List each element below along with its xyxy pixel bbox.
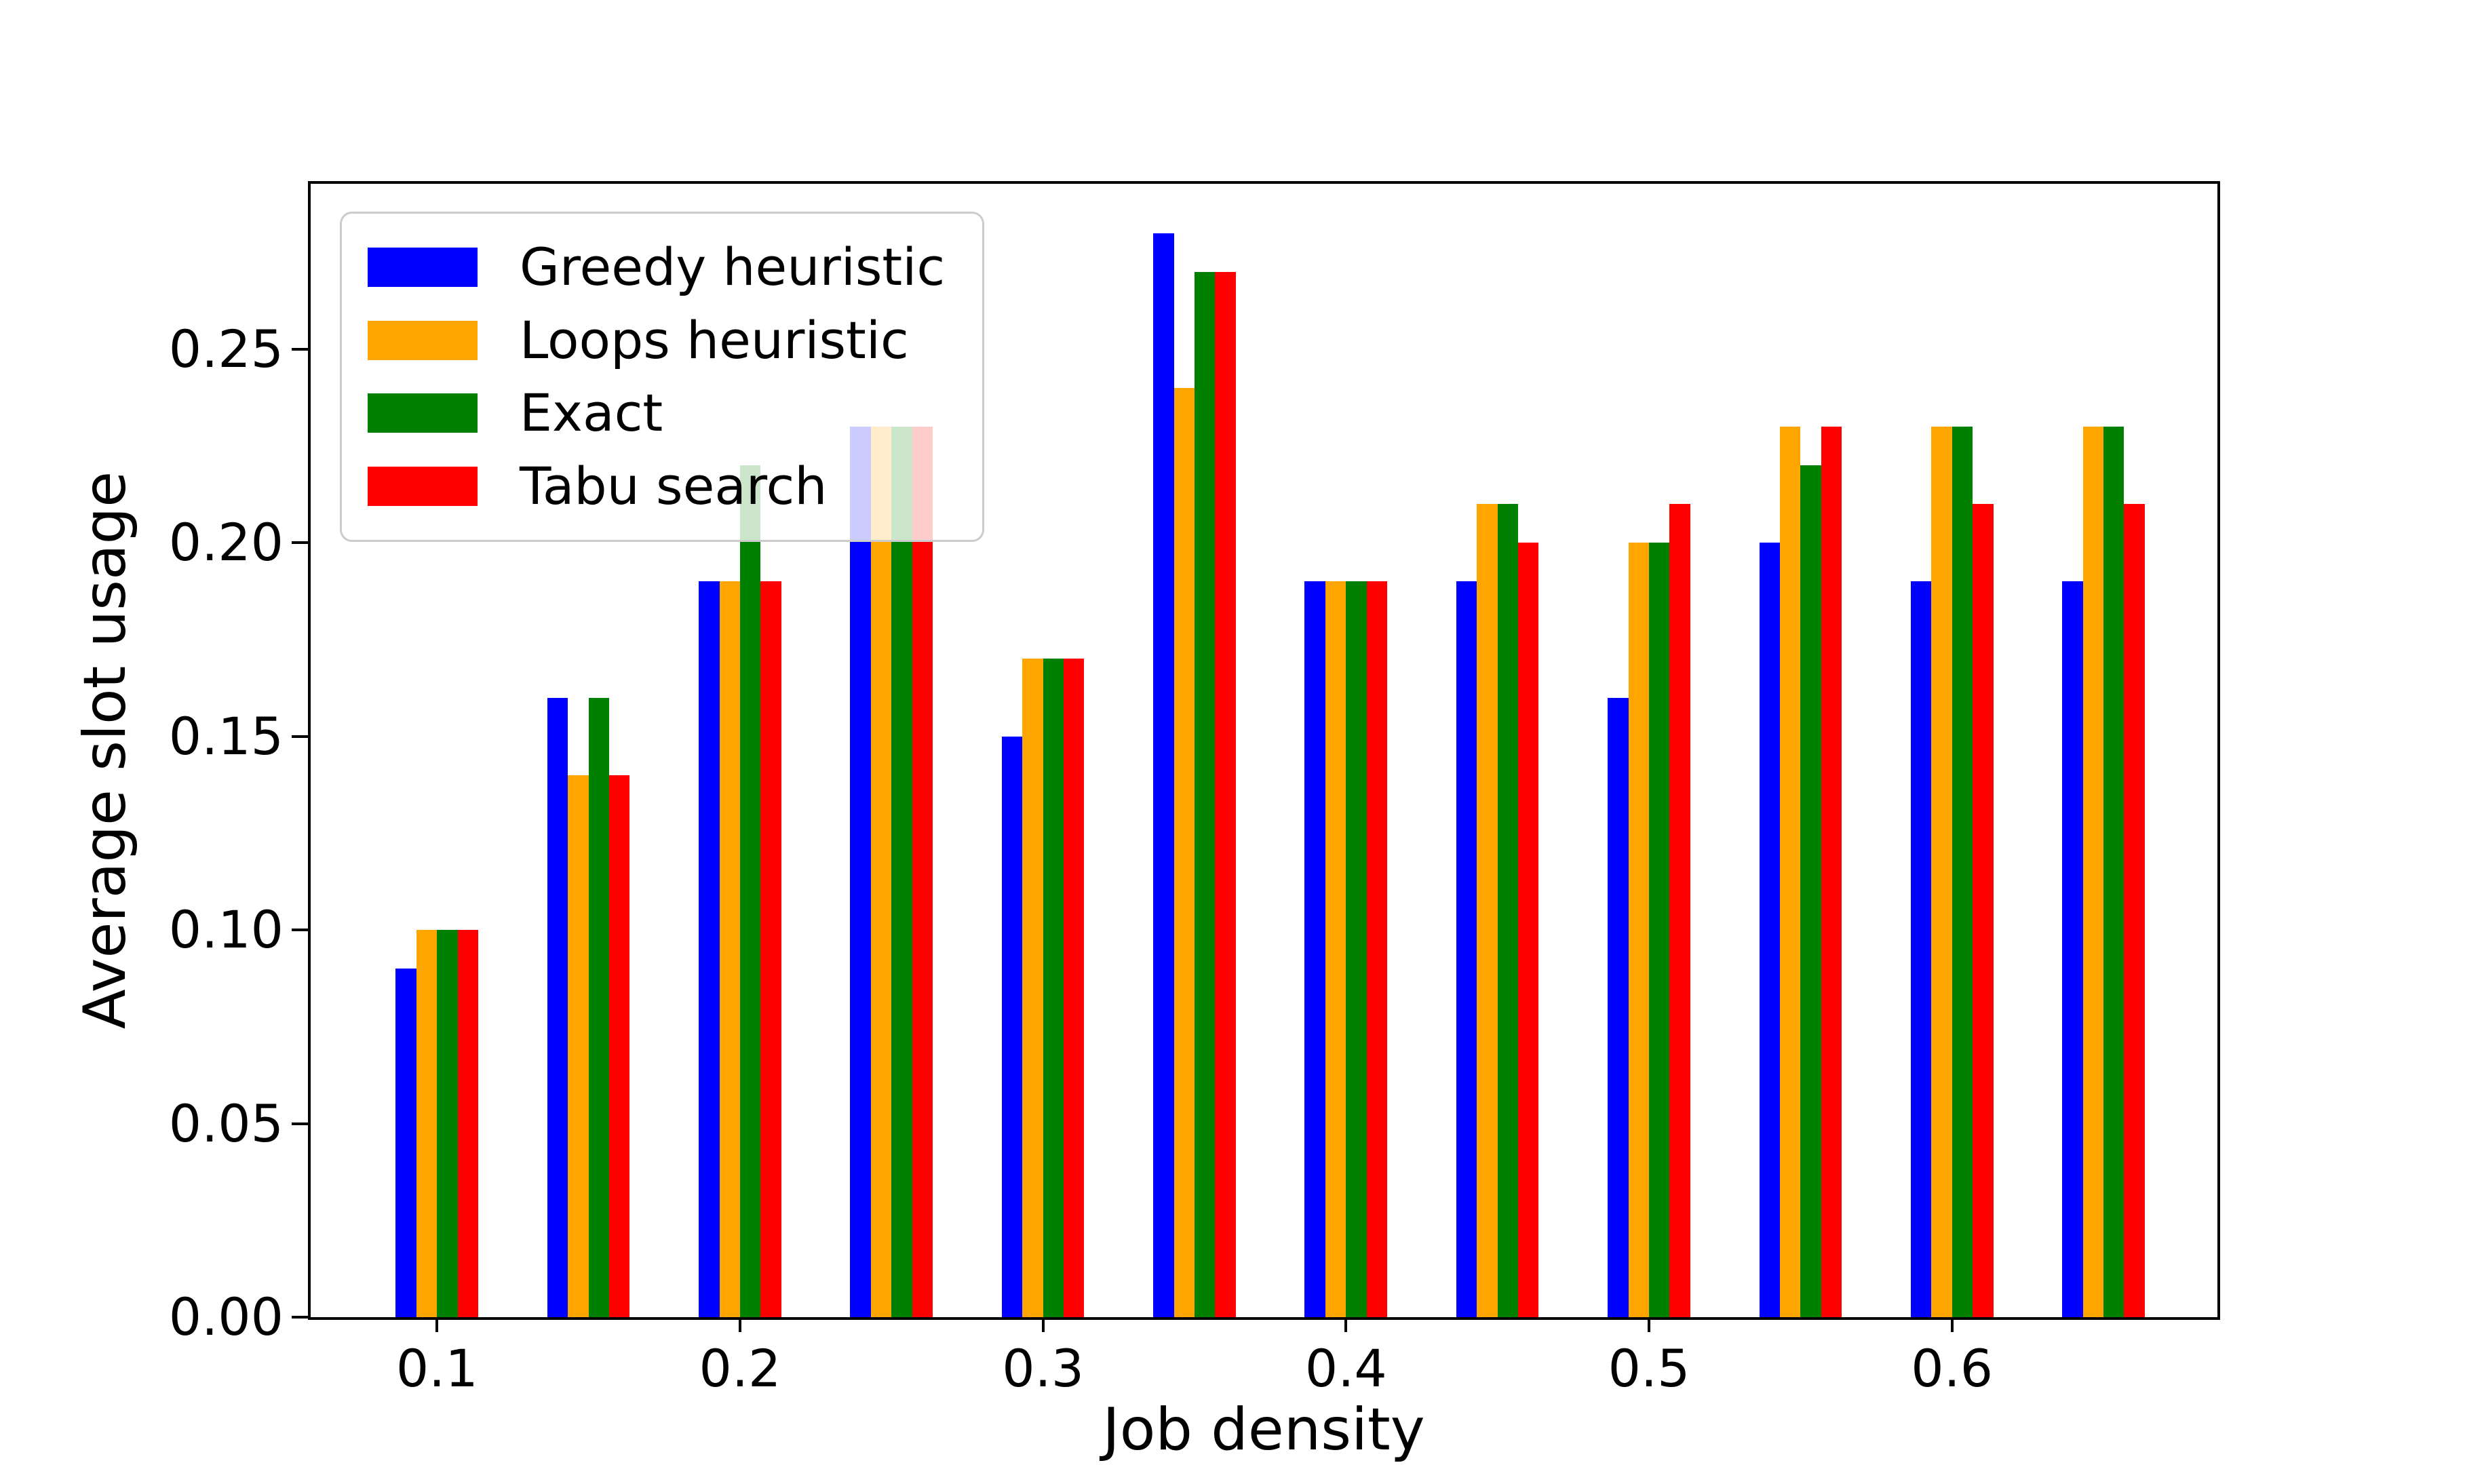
legend-label: Loops heuristic	[520, 309, 909, 370]
x-tick-label: 0.3	[1002, 1338, 1085, 1399]
bar-loops-heuristic	[1173, 387, 1195, 1317]
x-tick-mark	[738, 1317, 741, 1332]
bar-exact	[891, 426, 912, 1317]
bar-tabu-search	[1366, 581, 1388, 1317]
x-tick-label: 0.4	[1304, 1338, 1387, 1399]
x-tick-mark	[1950, 1317, 1954, 1332]
y-tick-mark	[292, 347, 308, 351]
bar-exact	[1649, 543, 1670, 1317]
bar-tabu-search	[457, 930, 479, 1317]
bar-greedy-heuristic	[699, 581, 720, 1317]
legend-label: Greedy heuristic	[520, 237, 946, 298]
bar-greedy-heuristic	[1001, 736, 1023, 1317]
x-tick-label: 0.6	[1911, 1338, 1994, 1399]
bar-tabu-search	[1821, 426, 1842, 1317]
bar-greedy-heuristic	[850, 426, 871, 1317]
x-tick-label: 0.5	[1608, 1338, 1690, 1399]
bar-loops-heuristic	[719, 581, 740, 1317]
bar-exact	[1043, 659, 1064, 1317]
bar-exact	[1952, 426, 1973, 1317]
bar-exact	[2103, 426, 2124, 1317]
x-tick-mark	[1041, 1317, 1045, 1332]
y-tick-label: 0.05	[168, 1093, 284, 1154]
legend-item: Greedy heuristic	[368, 241, 969, 293]
bar-greedy-heuristic	[1153, 233, 1174, 1317]
bar-tabu-search	[2124, 504, 2145, 1317]
legend-item: Tabu search	[368, 455, 969, 516]
bar-tabu-search	[1064, 659, 1085, 1317]
y-tick-mark	[292, 1122, 308, 1125]
bar-loops-heuristic	[416, 930, 438, 1317]
bar-loops-heuristic	[568, 775, 589, 1317]
x-tick-label: 0.1	[395, 1338, 478, 1399]
legend-swatch	[368, 393, 478, 433]
legend: Greedy heuristic Loops heuristic Exact Tabu…	[340, 212, 984, 542]
bar-exact	[588, 697, 610, 1317]
bar-greedy-heuristic	[1759, 543, 1780, 1317]
y-tick-mark	[292, 929, 308, 932]
bar-exact	[1800, 465, 1821, 1317]
bar-tabu-search	[609, 775, 630, 1317]
y-tick-mark	[292, 1316, 308, 1319]
bar-loops-heuristic	[1628, 543, 1649, 1317]
y-tick-mark	[292, 735, 308, 738]
bar-greedy-heuristic	[1608, 697, 1629, 1317]
bar-loops-heuristic	[1477, 504, 1498, 1317]
bar-exact	[1194, 271, 1216, 1317]
x-tick-mark	[1648, 1317, 1651, 1332]
legend-swatch	[368, 320, 478, 360]
bar-greedy-heuristic	[395, 969, 416, 1317]
plot-area: 0.00 0.05 0.10 0.15 0.20 0.25 0.1 0.2 0.3 0.4 0.5 0…	[169, 181, 2220, 1394]
x-tick-mark	[1344, 1317, 1348, 1332]
y-tick-label: 0.10	[168, 899, 284, 960]
y-tick-label: 0.00	[168, 1287, 284, 1347]
bar-tabu-search	[1215, 271, 1236, 1317]
legend-swatch	[368, 466, 478, 506]
y-tick-label: 0.25	[168, 318, 284, 379]
bar-tabu-search	[912, 426, 933, 1317]
x-axis-title: Job density	[1102, 1396, 1425, 1464]
bar-loops-heuristic	[2082, 426, 2104, 1317]
legend-item: Loops heuristic	[368, 309, 969, 370]
bar-exact	[1346, 581, 1367, 1317]
legend-label: Tabu search	[520, 455, 828, 516]
bar-exact	[1497, 504, 1519, 1317]
bar-greedy-heuristic	[1304, 581, 1325, 1317]
x-tick-mark	[435, 1317, 439, 1332]
bar-exact	[437, 930, 458, 1317]
bar-greedy-heuristic	[547, 697, 568, 1317]
bar-tabu-search	[1973, 504, 1994, 1317]
bar-greedy-heuristic	[1456, 581, 1477, 1317]
bar-loops-heuristic	[1325, 581, 1346, 1317]
bar-tabu-search	[1669, 504, 1690, 1317]
x-tick-label: 0.2	[699, 1338, 781, 1399]
legend-swatch	[368, 248, 478, 288]
bar-loops-heuristic	[1779, 426, 1801, 1317]
bar-loops-heuristic	[1022, 659, 1043, 1317]
bar-loops-heuristic	[1931, 426, 1952, 1317]
y-tick-label: 0.20	[168, 512, 284, 573]
bar-tabu-search	[760, 581, 781, 1317]
legend-label: Exact	[520, 383, 663, 444]
bar-greedy-heuristic	[1910, 581, 1932, 1317]
bar-loops-heuristic	[870, 426, 892, 1317]
y-tick-mark	[292, 541, 308, 545]
y-axis-title: Average slot usage	[71, 471, 139, 1030]
legend-item: Exact	[368, 387, 969, 439]
bar-exact	[739, 465, 761, 1317]
bar-tabu-search	[1518, 543, 1539, 1317]
bar-greedy-heuristic	[2062, 581, 2083, 1317]
y-tick-label: 0.15	[168, 705, 284, 766]
